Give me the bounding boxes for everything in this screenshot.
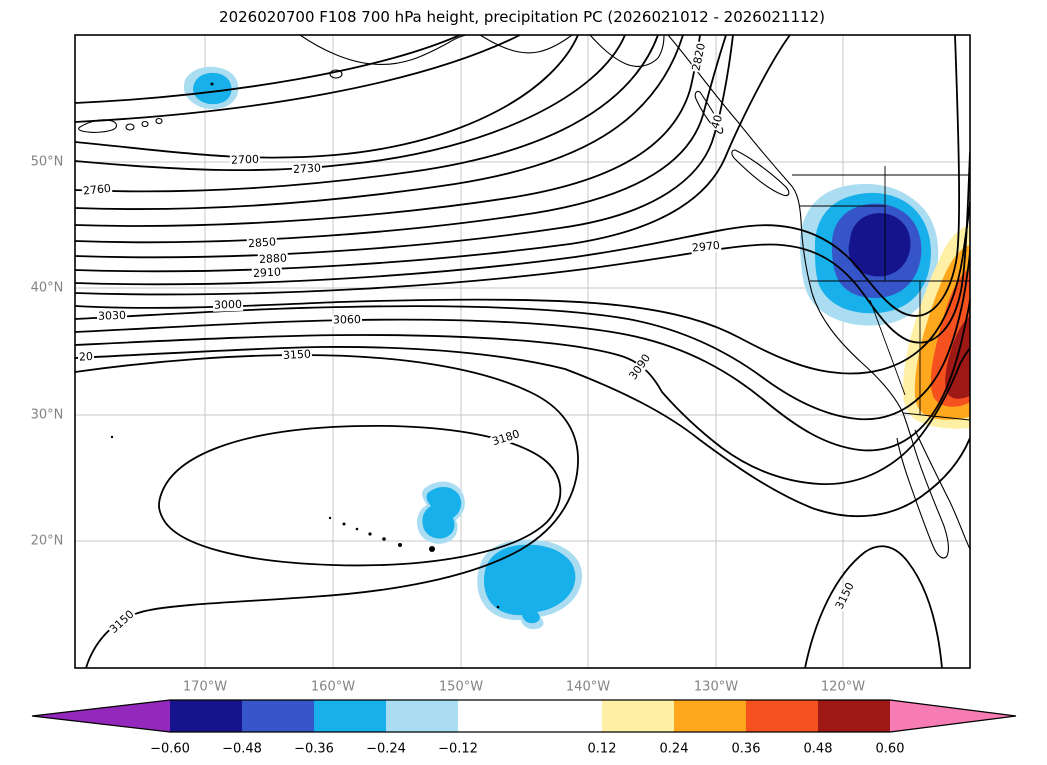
colorbar-extend-low-arrow bbox=[32, 700, 170, 732]
colorbar-tick-label: −0.60 bbox=[150, 741, 190, 757]
contour-3120 bbox=[75, 346, 970, 518]
contour-label: 2700 bbox=[229, 152, 261, 167]
contour-2880 bbox=[75, 35, 734, 259]
negative-anomaly-hawaii2-core bbox=[484, 544, 576, 624]
contour-3150-mexico bbox=[804, 545, 943, 668]
hawaii-islands bbox=[110, 82, 500, 609]
negative-anomaly-aleutian-core bbox=[193, 72, 232, 105]
contour-label: 3150 bbox=[281, 347, 313, 362]
colorbar-tick-label: −0.36 bbox=[294, 741, 334, 757]
lat-tick-label: 40°N bbox=[30, 280, 64, 296]
colorbar-outline bbox=[31, 699, 1017, 733]
colorbar-tick-label: 0.36 bbox=[731, 741, 761, 757]
colorbar-segment-9 bbox=[818, 700, 890, 732]
negative-anomaly-nw-core bbox=[848, 213, 911, 277]
island-speck-2 bbox=[496, 605, 500, 609]
contour-2730 bbox=[75, 35, 626, 172]
colorbar-tick-label: −0.48 bbox=[222, 741, 262, 757]
coast-kodiak-island bbox=[329, 69, 343, 79]
coast-alaska-gulf-1 bbox=[299, 35, 467, 66]
colorbar-segment-7 bbox=[674, 700, 746, 732]
coast-gulf-california bbox=[914, 429, 970, 550]
contour-2700 bbox=[75, 35, 579, 159]
state-borders bbox=[792, 166, 970, 421]
contour-3090 bbox=[75, 334, 970, 485]
colorbar-segment-3 bbox=[314, 700, 386, 732]
colorbar-segment-5 bbox=[458, 700, 602, 732]
contour-3000 bbox=[75, 201, 970, 375]
colorbar-tick-label: 0.24 bbox=[659, 741, 689, 757]
colorbar bbox=[31, 699, 1017, 733]
contour-3150-ridge bbox=[75, 354, 579, 668]
island-speck-3 bbox=[210, 82, 214, 86]
colorbar-tick-label: −0.24 bbox=[366, 741, 406, 757]
map-frame bbox=[74, 34, 971, 669]
chart-title: 2026020700 F108 700 hPa height, precipit… bbox=[219, 8, 825, 26]
coastlines bbox=[78, 35, 970, 609]
contour-3180 bbox=[158, 424, 562, 567]
contour-2820 bbox=[75, 35, 701, 227]
lon-tick-label: 150°W bbox=[438, 679, 484, 695]
colorbar-segment-2 bbox=[242, 700, 314, 732]
colorbar-segment-8 bbox=[746, 700, 818, 732]
lat-tick-label: 30°N bbox=[30, 407, 64, 423]
contour-label: 3060 bbox=[331, 312, 363, 327]
lon-tick-label: 160°W bbox=[310, 679, 356, 695]
island-speck-1 bbox=[110, 435, 114, 439]
lon-tick-label: 130°W bbox=[693, 679, 739, 695]
contour-3060 bbox=[75, 297, 970, 452]
coast-aleutian-islands bbox=[125, 118, 163, 131]
colorbar-tick-label: 0.12 bbox=[587, 741, 617, 757]
lon-tick-label: 170°W bbox=[182, 679, 228, 695]
lat-tick-label: 20°N bbox=[30, 533, 64, 549]
contour-2640 bbox=[75, 35, 461, 104]
coast-alaska-peninsula bbox=[78, 119, 118, 133]
coast-vancouver-island bbox=[731, 149, 790, 197]
contour-label: 20 bbox=[77, 349, 95, 364]
contour-2790 bbox=[75, 35, 684, 210]
contour-label: 3000 bbox=[212, 297, 244, 312]
contour-label: 2970 bbox=[690, 238, 722, 255]
contour-label: 2850 bbox=[246, 235, 278, 251]
colorbar-segment-6 bbox=[602, 700, 674, 732]
colorbar-segment-4 bbox=[386, 700, 458, 732]
lat-tick-label: 50°N bbox=[30, 154, 64, 170]
colorbar-segment-1 bbox=[170, 700, 242, 732]
contour-label: 3030 bbox=[96, 308, 128, 323]
contour-3030 bbox=[75, 249, 970, 421]
coast-north-america bbox=[667, 35, 949, 559]
contour-label: 2730 bbox=[291, 161, 323, 176]
contour-2940 bbox=[75, 35, 961, 317]
negative-anomaly-hawaii1-core bbox=[422, 486, 462, 539]
contour-label: 2880 bbox=[257, 251, 289, 266]
colorbar-tick-label: −0.12 bbox=[438, 741, 478, 757]
colorbar-extend-high-arrow bbox=[890, 700, 1016, 732]
contour-2670 bbox=[75, 35, 521, 123]
coast-alaska-gulf-2 bbox=[479, 35, 573, 54]
colorbar-tick-label: 0.48 bbox=[803, 741, 833, 757]
contour-label: 2760 bbox=[81, 181, 113, 198]
contour-label: 2910 bbox=[251, 265, 283, 280]
colorbar-tick-label: 0.60 bbox=[875, 741, 905, 757]
contour-2760 bbox=[75, 35, 659, 193]
graticule bbox=[75, 35, 970, 668]
coast-alaska-inlet bbox=[589, 35, 665, 67]
lon-tick-label: 140°W bbox=[565, 679, 611, 695]
lon-tick-label: 120°W bbox=[820, 679, 866, 695]
